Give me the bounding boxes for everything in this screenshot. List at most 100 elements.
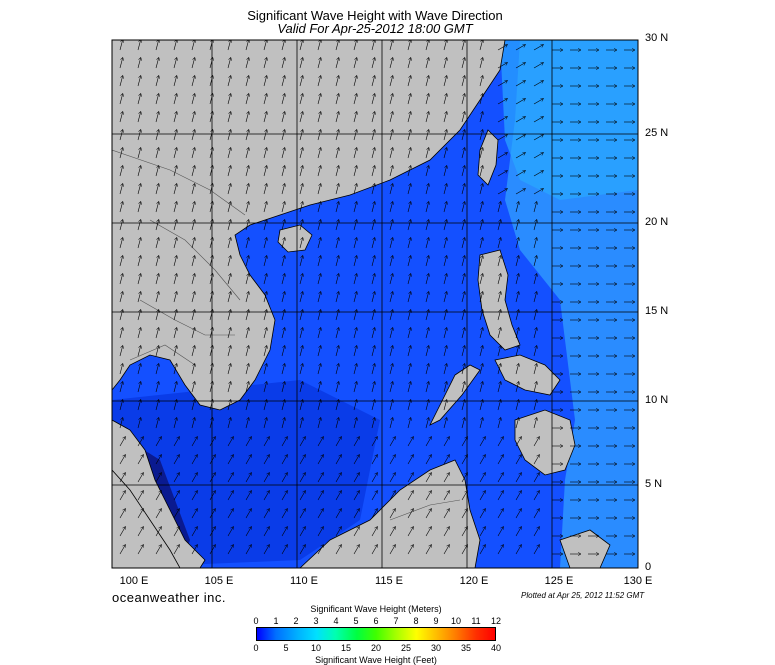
wave-arrow xyxy=(173,509,180,519)
wave-arrow xyxy=(461,129,465,141)
wave-arrow xyxy=(263,455,270,465)
wave-arrow xyxy=(137,75,141,87)
wave-arrow xyxy=(497,309,501,321)
wave-arrow xyxy=(407,273,411,285)
wave-arrow xyxy=(191,527,198,537)
wave-arrow xyxy=(461,147,465,159)
wave-arrow xyxy=(335,291,339,303)
wave-arrow xyxy=(425,527,432,537)
wave-arrow xyxy=(155,237,159,249)
wave-arrow xyxy=(479,147,483,159)
wave-arrow xyxy=(497,399,501,411)
legend-feet-tick: 35 xyxy=(460,643,471,653)
wave-arrow xyxy=(137,129,141,141)
wave-arrow xyxy=(119,527,126,537)
wave-arrow xyxy=(191,183,195,195)
wave-arrow xyxy=(245,40,249,51)
wave-arrow xyxy=(281,345,285,357)
legend-color-bar xyxy=(256,627,496,641)
wave-arrow xyxy=(353,183,357,195)
wave-arrow xyxy=(281,327,285,339)
wave-arrow xyxy=(317,111,321,123)
wave-arrow xyxy=(191,545,198,555)
legend-feet-tick: 10 xyxy=(310,643,321,653)
wave-arrow xyxy=(353,545,360,555)
wave-arrow xyxy=(155,363,159,375)
wave-arrow xyxy=(137,327,141,339)
wave-arrow xyxy=(425,111,429,123)
wave-arrow xyxy=(443,147,447,159)
wave-arrow xyxy=(263,527,270,537)
wave-arrow xyxy=(479,309,483,321)
legend-feet-tick: 15 xyxy=(340,643,351,653)
wave-arrow xyxy=(119,345,123,357)
wave-arrow xyxy=(443,183,447,195)
wave-arrow xyxy=(497,327,501,339)
wave-arrow xyxy=(335,183,339,195)
wave-arrow xyxy=(353,201,357,213)
wave-arrow xyxy=(299,491,306,501)
lat-label-15: 15 N xyxy=(645,305,669,317)
wave-arrow xyxy=(281,545,288,555)
wave-arrow xyxy=(263,75,267,87)
wave-arrow xyxy=(263,491,270,501)
wave-arrow xyxy=(407,309,411,321)
wave-arrow xyxy=(155,381,159,393)
wave-arrow xyxy=(281,473,288,483)
wave-arrow xyxy=(137,183,141,195)
wave-arrow xyxy=(443,345,447,357)
wave-arrow xyxy=(371,437,378,447)
legend-meter-tick: 8 xyxy=(413,616,419,626)
wave-arrow xyxy=(497,545,504,555)
wave-arrow xyxy=(497,237,501,249)
wave-arrow xyxy=(155,491,162,501)
wave-arrow xyxy=(389,75,393,87)
wave-arrow xyxy=(479,93,483,105)
wave-arrow xyxy=(317,527,324,537)
wave-arrow xyxy=(371,381,375,393)
wave-arrow xyxy=(173,399,177,411)
wave-arrow xyxy=(353,129,357,141)
wave-arrow xyxy=(353,273,357,285)
wave-arrow xyxy=(173,291,177,303)
wave-arrow xyxy=(173,473,180,483)
wave-arrow xyxy=(407,111,411,123)
legend-feet-tick: 40 xyxy=(490,643,501,653)
wave-arrow xyxy=(461,345,465,357)
wave-arrow xyxy=(209,57,213,69)
wave-arrow xyxy=(533,509,540,519)
wave-arrow xyxy=(353,40,357,51)
wave-arrow xyxy=(533,327,537,339)
wave-arrow xyxy=(335,327,339,339)
wave-arrow xyxy=(119,473,126,483)
wave-arrow xyxy=(533,473,540,483)
legend-meters-title: Significant Wave Height (Meters) xyxy=(310,604,442,614)
wave-arrow xyxy=(425,237,429,249)
wave-arrow xyxy=(479,491,486,501)
wave-arrow xyxy=(425,327,429,339)
wave-arrow xyxy=(407,473,414,483)
legend-meter-tick: 3 xyxy=(313,616,319,626)
wave-arrow xyxy=(263,111,267,123)
wave-arrow xyxy=(533,437,540,447)
wave-arrow xyxy=(299,40,303,51)
wave-arrow xyxy=(371,147,375,159)
wave-arrow xyxy=(263,473,270,483)
wave-arrow xyxy=(209,291,213,303)
wave-arrow xyxy=(155,57,159,69)
legend-meter-tick: 2 xyxy=(293,616,299,626)
wave-arrow xyxy=(173,75,177,87)
wave-arrow xyxy=(407,129,411,141)
wave-arrow xyxy=(299,183,303,195)
wave-arrow xyxy=(533,363,537,375)
wave-arrow xyxy=(191,473,198,483)
wave-arrow xyxy=(191,345,195,357)
wave-arrow xyxy=(461,509,468,519)
wave-arrow xyxy=(227,201,231,213)
wave-arrow xyxy=(209,417,213,429)
wave-arrow xyxy=(317,93,321,105)
wave-arrow xyxy=(173,165,177,177)
wave-arrow xyxy=(119,255,123,267)
wave-arrow xyxy=(317,129,321,141)
